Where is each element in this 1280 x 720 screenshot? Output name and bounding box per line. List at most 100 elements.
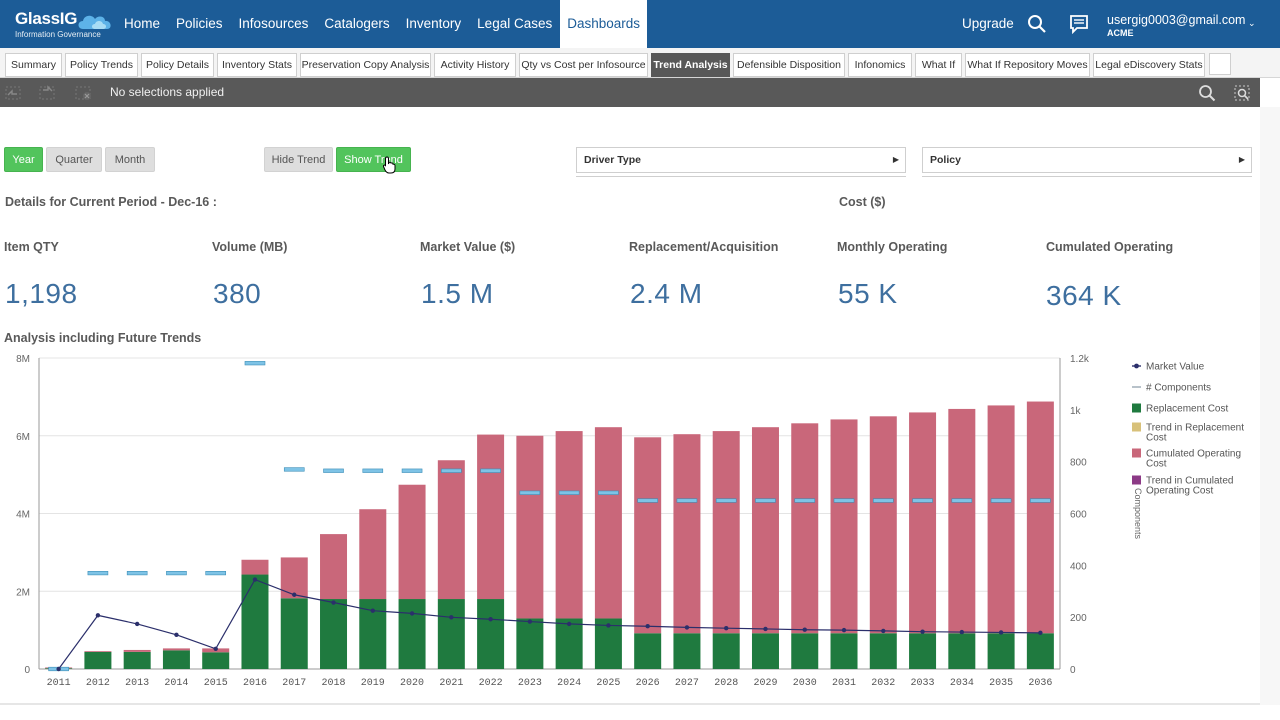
bar-cumulated-operating-cost [555,431,583,619]
market-value-point [488,617,493,622]
market-value-point [134,621,140,627]
chevron-down-icon[interactable]: ⌄ [1248,18,1256,28]
logo-name: GlassIG [15,9,78,28]
tab-legal-ediscovery-stats[interactable]: Legal eDiscovery Stats [1093,53,1205,77]
legend-swatch [1132,403,1141,413]
x-axis-tick-label: 2035 [989,678,1013,689]
bar-replacement-cost [634,633,662,669]
market-value-point [802,627,807,632]
x-axis-tick-label: 2026 [636,678,660,689]
user-email[interactable]: usergig0003@gmail.com [1107,13,1246,27]
bar-cumulated-operating-cost [516,435,544,619]
tab-defensible-disposition[interactable]: Defensible Disposition [733,53,845,77]
kpi-value-volume: 380 [213,278,262,309]
nav-item-catalogers[interactable]: Catalogers [324,16,390,31]
month-button[interactable]: Month [105,147,155,172]
user-org: ACME [1107,28,1134,38]
year-button[interactable]: Year [4,147,43,172]
bar-replacement-cost [1026,633,1054,669]
y-axis-tick-label: 6M [16,432,30,443]
kpi-value-market-value: 1.5 M [421,278,494,309]
hide-trend-button[interactable]: Hide Trend [264,147,333,172]
smart-search-icon[interactable] [1233,84,1251,102]
bar-cumulated-operating-cost [869,416,897,634]
tab-inventory-stats[interactable]: Inventory Stats [217,53,297,77]
driver-type-label: Driver Type [584,154,641,166]
x-axis-tick-label: 2012 [86,678,110,689]
legend-swatch [1132,422,1141,432]
tab-qty-vs-cost-per-infosource[interactable]: Qty vs Cost per Infosource [519,53,648,77]
top-navbar: GlassIG Information Governance Home Polic… [0,0,1280,48]
tab-policy-trends[interactable]: Policy Trends [65,53,138,77]
bar-cumulated-operating-cost [359,509,387,600]
app-logo[interactable]: GlassIG Information Governance [15,9,111,39]
components-marker [990,498,1012,503]
messages-icon[interactable] [1069,14,1089,34]
bar-replacement-cost [398,599,426,669]
policy-filter[interactable]: Policy ▶ [922,147,1252,177]
show-trend-button[interactable]: Show Trend [336,147,411,172]
x-axis-tick-label: 2034 [950,678,974,689]
market-value-point [645,624,650,629]
nav-item-policies[interactable]: Policies [176,16,223,31]
step-forward-icon[interactable] [38,84,56,102]
bar-replacement-cost [555,618,583,669]
tab-trend-analysis[interactable]: Trend Analysis [651,53,730,77]
driver-type-filter[interactable]: Driver Type ▶ [576,147,906,177]
bar-replacement-cost [987,633,1015,669]
bar-replacement-cost [791,633,819,669]
right-axis-tick-label: 200 [1070,613,1087,624]
tab-policy-details[interactable]: Policy Details [141,53,214,77]
tab-preservation-copy-analysis[interactable]: Preservation Copy Analysis [300,53,431,77]
tabs-toggle-button[interactable] [1209,53,1231,75]
market-value-point [370,608,375,613]
x-axis-tick-label: 2018 [322,678,346,689]
bar-replacement-cost [162,650,190,669]
tab-what-if[interactable]: What If [915,53,962,77]
page-scrollbar[interactable] [1260,107,1280,705]
trend-chart[interactable]: 0 2M 4M 6M 8M 0 200 400 600 800 1k 1.2k Components 20… [0,344,1260,696]
bar-cumulated-operating-cost [634,437,662,634]
nav-item-inventory[interactable]: Inventory [405,16,462,31]
x-axis-tick-label: 2015 [204,678,228,689]
x-axis-tick-label: 2023 [518,678,542,689]
x-axis-tick-label: 2022 [479,678,503,689]
nav-item-dashboards[interactable]: Dashboards [560,0,648,48]
search-icon[interactable] [1198,84,1216,102]
upgrade-link[interactable]: Upgrade [962,16,1014,31]
market-value-point [763,626,768,632]
clear-selections-icon[interactable] [74,84,92,102]
bar-cumulated-operating-cost [673,434,701,634]
x-axis-tick-label: 2014 [164,678,188,689]
components-marker [872,498,894,503]
right-axis-tick-label: 600 [1070,510,1087,521]
nav-item-infosources[interactable]: Infosources [238,16,309,31]
bar-cumulated-operating-cost [398,484,426,600]
quarter-button[interactable]: Quarter [46,147,102,172]
bar-cumulated-operating-cost [437,460,465,600]
y-axis-tick-label: 0 [24,665,30,676]
policy-label: Policy [930,154,961,166]
search-icon[interactable] [1027,14,1047,34]
legend-swatch [1132,448,1141,458]
kpi-label-volume: Volume (MB) [212,240,288,254]
components-marker [912,498,933,503]
market-value-point [841,627,847,633]
step-back-icon[interactable] [4,84,22,102]
bar-cumulated-operating-cost [241,559,269,575]
bar-cumulated-operating-cost [830,419,858,634]
tab-infonomics[interactable]: Infonomics [848,53,912,77]
components-marker [755,498,776,503]
market-value-point [449,615,454,620]
dashboard-tabs: Summary Policy Trends Policy Details Invent… [0,48,1280,78]
kpi-label-cumulated-operating: Cumulated Operating [1046,240,1174,254]
kpi-value-replacement: 2.4 M [630,278,703,309]
bar-cumulated-operating-cost [84,651,112,652]
nav-item-legal-cases[interactable]: Legal Cases [477,16,553,31]
tab-what-if-repository-moves[interactable]: What If Repository Moves [965,53,1090,77]
tab-activity-history[interactable]: Activity History [434,53,516,77]
legend-swatch [1134,363,1139,369]
selection-bar: No selections applied [0,78,1260,107]
nav-item-home[interactable]: Home [124,16,161,31]
tab-summary[interactable]: Summary [5,53,62,77]
